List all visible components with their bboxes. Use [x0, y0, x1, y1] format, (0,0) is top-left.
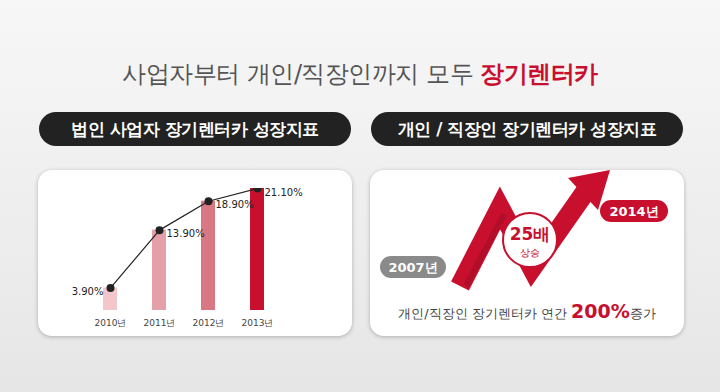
svg-text:2007년: 2007년 [388, 260, 437, 275]
svg-text:2010년: 2010년 [95, 318, 127, 328]
svg-text:21.10%: 21.10% [265, 187, 303, 198]
svg-text:2012년: 2012년 [193, 318, 225, 328]
html-text:개인 / 직장인 장기렌터카 성장지표: 개인 / 직장인 장기렌터카 성장지표 [397, 119, 657, 139]
html-text:법인 사업자 장기렌터카 성장지표: 법인 사업자 장기렌터카 성장지표 [71, 119, 319, 139]
svg-text:3.90%: 3.90% [72, 286, 104, 297]
svg-text:상승: 상승 [520, 247, 540, 258]
html-text:사업자부터 개인/직장인까지 모두장기렌터카: 사업자부터 개인/직장인까지 모두장기렌터카 [122, 60, 598, 88]
svg-text:25배: 25배 [510, 224, 551, 244]
svg-text:13.90%: 13.90% [167, 228, 205, 239]
svg-text:2014년: 2014년 [609, 204, 658, 219]
svg-text:18.90%: 18.90% [216, 199, 254, 210]
svg-text:2013년: 2013년 [242, 318, 274, 328]
html-text:개인/직장인 장기렌터카 연간200%증가: 개인/직장인 장기렌터카 연간200%증가 [398, 300, 656, 322]
svg-text:2011년: 2011년 [144, 318, 176, 328]
